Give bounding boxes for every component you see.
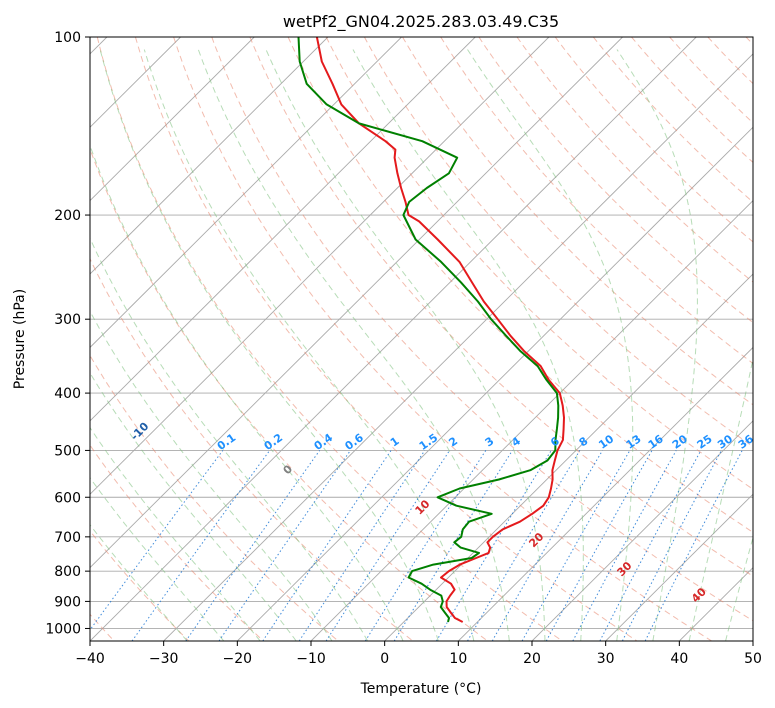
y-axis-label: Pressure (hPa) [12, 289, 28, 389]
y-tick-label: 100 [54, 30, 81, 46]
mixing-ratio-line [298, 450, 426, 641]
x-tick-label: 50 [744, 651, 762, 667]
dry-adiabat-line [249, 37, 753, 577]
moist-adiabat-line [90, 524, 188, 641]
x-tick-label: 0 [380, 651, 389, 667]
mixing-ratio-line [262, 450, 392, 641]
isotherm-line [90, 37, 402, 349]
dry-adiabat-line [173, 37, 712, 641]
mixing-ratio-line [90, 450, 224, 631]
y-tick-label: 900 [54, 594, 81, 610]
mixing-ratio-line [185, 450, 321, 641]
dry-adiabat-line [554, 37, 753, 243]
y-axis: 100 200 300 400 500 600 700 800 900 1000 [45, 30, 90, 637]
isotherm-line [90, 37, 255, 202]
dry-adiabat-line [592, 37, 753, 203]
dry-adiabat-line [363, 37, 753, 448]
mixing-ratio-line [521, 450, 631, 641]
isotherm-line [237, 126, 753, 641]
temperature-profile-line [315, 37, 565, 623]
moist-adiabat-line [467, 49, 634, 641]
dry-adiabat-line [96, 37, 563, 641]
dry-adiabat-line [287, 37, 753, 533]
mixing-ratio-line [131, 450, 271, 641]
y-tick-label: 300 [54, 312, 81, 328]
x-tick-label: 40 [670, 651, 688, 667]
moist-adiabat-line [616, 49, 698, 641]
dry-adiabat-line [90, 354, 339, 641]
isotherm-line [458, 346, 753, 641]
grid-layer [90, 37, 753, 641]
moist-adiabat-line [725, 535, 753, 641]
mixing-ratio-line [218, 450, 351, 641]
moist-adiabat-line [90, 237, 369, 641]
y-tick-label: 500 [54, 443, 81, 459]
isotherm-line [90, 37, 550, 495]
y-tick-label: 700 [54, 530, 81, 546]
dry-adiabat-line [134, 37, 638, 641]
moist-adiabat-line [90, 426, 261, 641]
mixing-ratio-line [393, 450, 513, 641]
isotherm-line [605, 493, 753, 641]
plot-frame [89, 36, 754, 642]
isotherm-line [163, 53, 753, 641]
y-tick-label: 800 [54, 564, 81, 580]
y-tick-label: 1000 [45, 621, 81, 637]
isotherm-line [531, 420, 753, 641]
series-layer [297, 37, 565, 623]
x-axis-label: Temperature (°C) [360, 681, 482, 697]
x-tick-label: −20 [223, 651, 253, 667]
isotherm-line [384, 273, 753, 641]
x-tick-label: 10 [449, 651, 467, 667]
isotherm-line [90, 37, 476, 422]
mixing-ratio-line [325, 450, 451, 641]
dewpoint-profile-line [297, 37, 560, 623]
y-tick-label: 200 [54, 208, 81, 224]
moist-adiabat-line [265, 49, 546, 641]
isotherm-line [90, 37, 329, 275]
mixing-ratio-line [644, 450, 743, 641]
x-tick-label: 20 [523, 651, 541, 667]
moist-adiabat-line [197, 49, 510, 641]
x-tick-label: −10 [296, 651, 326, 667]
isotherm-line [90, 37, 697, 641]
moist-adiabat-line [688, 356, 753, 641]
mixing-ratio-line [572, 450, 677, 641]
dry-adiabat-line [211, 37, 753, 622]
dry-adiabat-line [402, 37, 753, 406]
x-tick-label: −40 [75, 651, 105, 667]
mixing-ratio-line [545, 450, 653, 641]
dry-adiabat-line [325, 37, 753, 490]
y-tick-label: 600 [54, 490, 81, 506]
x-tick-label: 30 [597, 651, 615, 667]
x-axis: −40 −30 −20 −10 0 10 20 30 40 50 [75, 641, 762, 667]
isotherm-line [90, 37, 623, 569]
moist-adiabat-line [143, 49, 475, 641]
moist-adiabat-line [99, 49, 439, 641]
dry-adiabat-line [90, 147, 488, 641]
dry-adiabat-line [440, 37, 753, 365]
moist-adiabat-line [90, 476, 225, 641]
y-tick-label: 400 [54, 386, 81, 402]
moist-adiabat-line [90, 144, 404, 641]
chart-title: wetPf2_GN04.2025.283.03.49.C35 [283, 12, 559, 32]
moist-adiabat-line [90, 372, 297, 641]
x-tick-label: −30 [149, 651, 179, 667]
moist-adiabat-line [90, 310, 333, 641]
